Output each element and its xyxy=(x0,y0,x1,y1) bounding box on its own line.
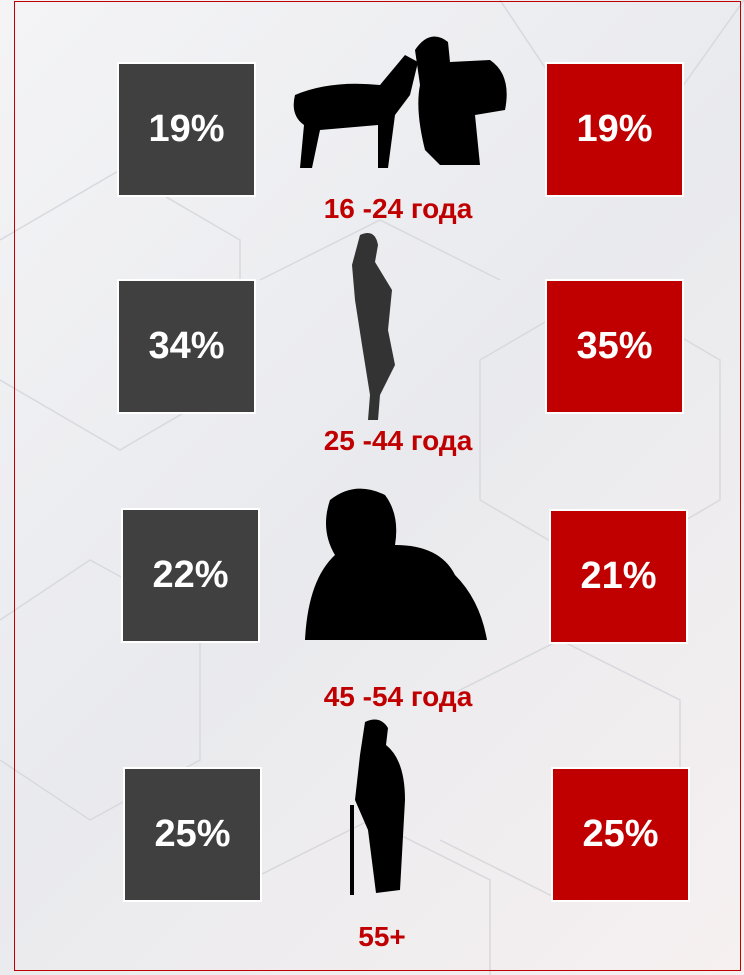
cane xyxy=(350,805,354,895)
right-box: 21% xyxy=(549,509,688,644)
frame xyxy=(14,1,741,971)
woman-silhouette xyxy=(352,232,395,420)
age-label: 16 -24 года xyxy=(323,193,473,224)
old-man-silhouette xyxy=(355,719,405,893)
dog-silhouette xyxy=(293,55,418,168)
age-label: 55+ xyxy=(358,921,406,952)
left-box: 34% xyxy=(117,279,256,414)
right-box: 19% xyxy=(545,62,684,197)
left-box: 22% xyxy=(121,508,260,643)
left-box: 19% xyxy=(117,62,256,197)
elder-silhouette xyxy=(305,488,487,640)
right-box: 35% xyxy=(545,279,684,414)
left-box: 25% xyxy=(123,767,262,902)
man-silhouette xyxy=(415,36,507,165)
right-box: 25% xyxy=(551,767,690,902)
age-label: 25 -44 года xyxy=(323,425,473,456)
age-label: 45 -54 года xyxy=(323,681,473,712)
